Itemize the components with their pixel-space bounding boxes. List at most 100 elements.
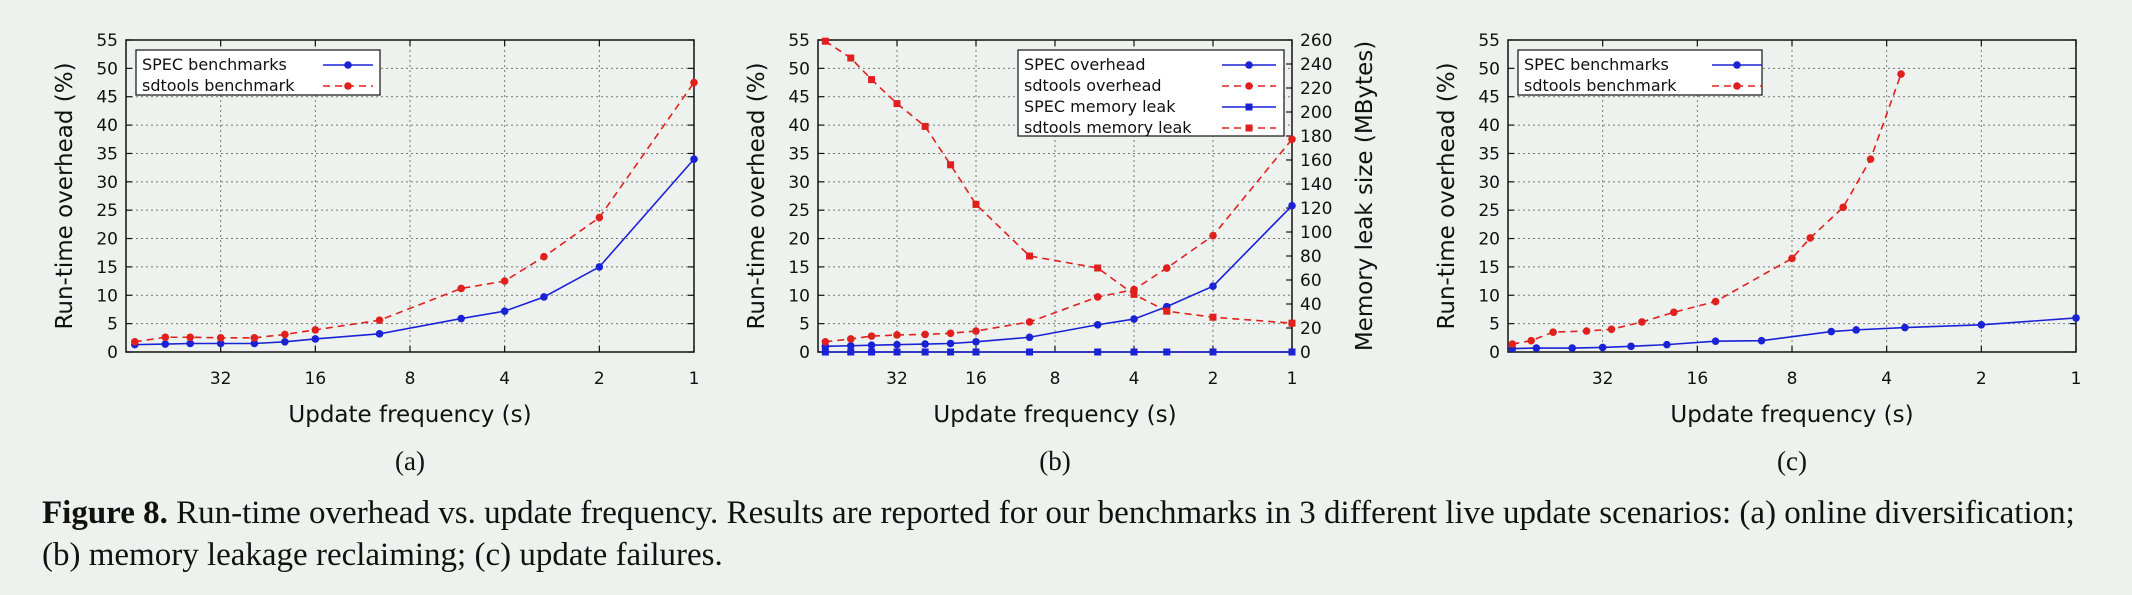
y-axis-label: Run-time overhead (%) (744, 62, 770, 329)
y2-axis-label: Memory leak size (MBytes) (1352, 41, 1378, 351)
y-tick-label: 45 (788, 88, 810, 108)
legend: SPEC benchmarks sdtools benchmark (135, 49, 381, 96)
data-point (972, 327, 980, 335)
y-tick-label: 35 (788, 144, 810, 164)
y2-tick-label: 140 (1300, 175, 1332, 195)
y2-tick-label: 220 (1300, 79, 1332, 99)
data-point (1827, 327, 1836, 336)
data-point (690, 78, 698, 87)
y-tick-label: 45 (1478, 88, 1500, 108)
y2-tick-label: 60 (1300, 271, 1322, 291)
data-point (500, 307, 509, 315)
data-point (1549, 328, 1557, 336)
y-tick-label: 40 (1478, 116, 1500, 136)
series-line (134, 158, 695, 346)
data-point (972, 200, 980, 208)
series-1 (1508, 314, 2080, 353)
x-tick-label: 4 (499, 369, 510, 389)
y-tick-label: 55 (96, 31, 118, 51)
data-point (921, 348, 929, 356)
y-tick-label: 50 (788, 59, 810, 79)
data-point (250, 339, 259, 348)
data-point (281, 330, 289, 339)
data-point (847, 54, 855, 62)
data-point (1977, 320, 1986, 329)
y-tick-label: 0 (1489, 343, 1500, 363)
legend-swatch-marker (1245, 61, 1253, 69)
data-point (375, 330, 384, 338)
data-point (1130, 348, 1138, 356)
subfigure-label: (a) (395, 446, 425, 476)
data-point (868, 348, 876, 356)
data-point (1839, 203, 1847, 212)
data-point (595, 213, 604, 222)
legend-swatch-marker (344, 82, 352, 90)
y2-tick-label: 40 (1300, 295, 1322, 315)
data-point (131, 337, 139, 346)
y2-tick-label: 80 (1300, 247, 1322, 267)
data-point (1897, 70, 1905, 78)
y2-tick-label: 200 (1300, 103, 1332, 123)
data-point (821, 37, 829, 45)
caption-label: Figure 8. (42, 495, 168, 531)
y-tick-label: 15 (96, 258, 118, 278)
data-point (846, 341, 855, 350)
legend-entry-label: SPEC benchmarks (1524, 55, 1669, 74)
x-tick-label: 32 (886, 369, 908, 389)
legend-entry-label: sdtools benchmark (1524, 76, 1677, 95)
data-point (2072, 314, 2080, 322)
x-axis-label: Update frequency (s) (288, 402, 531, 428)
data-point (1598, 343, 1607, 352)
data-point (216, 334, 225, 342)
data-point (1288, 348, 1296, 356)
y-tick-label: 15 (1478, 258, 1500, 278)
data-point (540, 252, 548, 261)
data-point (1163, 307, 1171, 315)
data-point (1527, 336, 1536, 345)
data-point (821, 337, 830, 346)
y2-tick-label: 100 (1300, 223, 1332, 243)
x-axis-label: Update frequency (s) (933, 402, 1176, 428)
data-point (1130, 290, 1138, 298)
y-tick-label: 5 (799, 315, 810, 335)
data-point (1209, 313, 1217, 321)
series-1 (131, 155, 698, 349)
legend: SPEC benchmarks sdtools benchmark (1517, 49, 1763, 96)
data-point (457, 314, 465, 323)
data-point (1130, 315, 1138, 323)
x-tick-label: 2 (1976, 369, 1987, 389)
x-tick-label: 1 (2071, 369, 2082, 389)
x-tick-label: 4 (1129, 369, 1140, 389)
data-point (1627, 342, 1635, 351)
legend-entry-label: SPEC memory leak (1024, 97, 1176, 116)
data-point (1288, 319, 1296, 327)
data-point (1094, 264, 1102, 272)
y2-tick-label: 260 (1300, 31, 1332, 51)
data-point (1901, 323, 1909, 332)
data-point (1209, 348, 1217, 356)
y-tick-label: 5 (1489, 315, 1500, 335)
data-point (500, 277, 509, 285)
data-point (457, 284, 465, 293)
y-tick-label: 50 (1478, 59, 1500, 79)
legend-swatch-marker (344, 61, 352, 69)
data-point (1663, 340, 1671, 349)
legend: SPEC overhead sdtools overhead SPEC memory… (1017, 49, 1285, 137)
data-point (1162, 264, 1171, 272)
y-tick-label: 10 (96, 286, 118, 306)
legend-entry-label: sdtools overhead (1024, 76, 1162, 95)
y-tick-label: 25 (788, 201, 810, 221)
legend-swatch-marker (1245, 82, 1253, 90)
x-tick-label: 1 (689, 369, 700, 389)
data-point (1025, 318, 1034, 326)
y-tick-label: 55 (788, 31, 810, 51)
y-tick-label: 45 (96, 88, 118, 108)
chart-2: 0 5 10 15 20 25 30 35 40 45 50 55 0 20 40 60 80 100 120 140… (744, 31, 1378, 476)
series-3 (821, 348, 1296, 356)
data-point (946, 329, 955, 338)
series-line (134, 82, 695, 343)
data-point (1093, 320, 1102, 329)
legend-swatch-marker (1245, 124, 1253, 132)
y-axis-label: Run-time overhead (%) (52, 62, 78, 329)
data-point (1866, 155, 1875, 163)
